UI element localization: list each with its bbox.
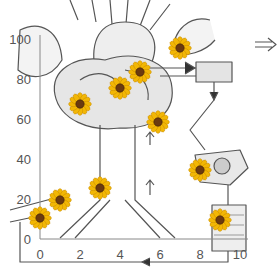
tube-arrow	[210, 92, 218, 100]
point	[49, 189, 72, 212]
point	[209, 209, 232, 232]
flower-center	[136, 68, 144, 76]
flower-center	[96, 184, 104, 192]
iliac-vessels	[75, 200, 160, 238]
x-tick-label: 0	[36, 247, 43, 262]
flower-center	[154, 118, 162, 126]
container	[212, 205, 246, 251]
oxygenator	[195, 150, 248, 185]
x-tick-label: 2	[76, 247, 83, 262]
flower-center	[76, 100, 84, 108]
point	[89, 177, 112, 200]
line-to-filter	[227, 185, 228, 205]
flower-center	[56, 196, 64, 204]
point	[189, 159, 212, 182]
flow-arrows	[146, 132, 154, 195]
flower-center	[216, 216, 224, 224]
flow-icon	[255, 38, 276, 51]
x-tick-label: 4	[116, 247, 123, 262]
point	[109, 77, 132, 100]
point	[147, 111, 170, 134]
point	[29, 207, 52, 230]
heart	[54, 56, 172, 129]
flower-center	[116, 84, 124, 92]
pump-head	[214, 158, 230, 174]
arterial-return	[20, 222, 228, 262]
flower-center	[176, 44, 184, 52]
chart: 0 20 40 60 80 100 0 2 4 6 8 10	[0, 0, 280, 280]
y-tick-label: 20	[17, 192, 31, 207]
flower-center	[36, 214, 44, 222]
flower-center	[196, 166, 204, 174]
y-tick-label: 80	[17, 72, 31, 87]
y-tick-label: 0	[24, 232, 31, 247]
x-tick-label: 10	[233, 247, 247, 262]
x-tick-label: 6	[156, 247, 163, 262]
tube-arrow	[142, 258, 150, 266]
x-axis-line	[40, 239, 248, 240]
point	[129, 61, 152, 84]
y-tick-label: 60	[17, 112, 31, 127]
point	[169, 37, 192, 60]
y-tick-label: 40	[17, 152, 31, 167]
vena-cava	[60, 125, 175, 238]
x-tick-label: 8	[196, 247, 203, 262]
point	[69, 93, 92, 116]
points	[29, 37, 232, 232]
circuit-illustration	[10, 0, 276, 266]
y-tick-label: 100	[9, 32, 31, 47]
reservoir	[196, 62, 232, 82]
tube-arrow	[185, 62, 195, 74]
lung-right	[174, 19, 215, 54]
